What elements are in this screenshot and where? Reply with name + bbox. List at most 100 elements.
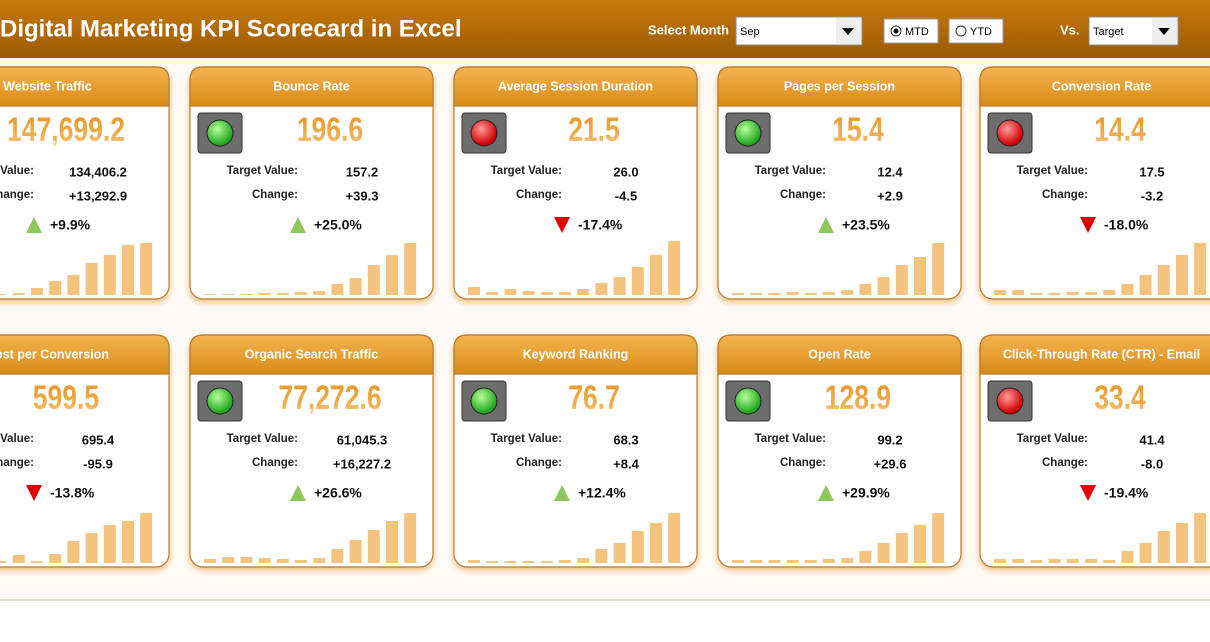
traffic-light bbox=[470, 119, 498, 147]
card-header bbox=[0, 66, 170, 107]
spark-bar bbox=[732, 293, 744, 295]
spark-bar bbox=[804, 293, 817, 295]
spark-bar bbox=[994, 290, 1006, 295]
spark-bar bbox=[1085, 559, 1097, 563]
card-title: Average Session Duration bbox=[498, 79, 653, 93]
target-value: 68.3 bbox=[613, 432, 638, 447]
spark-bar bbox=[1139, 543, 1152, 563]
change-percent: +29.9% bbox=[842, 485, 890, 501]
spark-bar bbox=[276, 293, 289, 295]
change-percent: +12.4% bbox=[578, 485, 626, 501]
kpi-value: 14.4 bbox=[1094, 111, 1146, 149]
target-label: Target Value: bbox=[491, 433, 562, 445]
spark-bar bbox=[349, 540, 362, 563]
spark-bar bbox=[331, 549, 344, 563]
spark-bar bbox=[768, 293, 781, 295]
change-percent: -17.4% bbox=[578, 217, 623, 233]
spark-bar bbox=[914, 525, 926, 563]
spark-bar bbox=[31, 288, 43, 295]
change-percent: -19.4% bbox=[1104, 485, 1149, 501]
target-value: 134,406.2 bbox=[69, 164, 127, 179]
spark-bar bbox=[1085, 292, 1097, 295]
kpi-card: Website Traffic 147,699.2 Target Value: 134… bbox=[0, 66, 170, 303]
spark-bar bbox=[1121, 284, 1134, 295]
change-percent: -18.0% bbox=[1104, 217, 1149, 233]
spark-bar bbox=[1048, 293, 1061, 295]
change-percent: +23.5% bbox=[842, 217, 890, 233]
kpi-value: 196.6 bbox=[297, 111, 363, 149]
vs-dropdown[interactable]: Target bbox=[1088, 16, 1179, 46]
change-label: Change: bbox=[780, 457, 826, 469]
spark-bar bbox=[1176, 255, 1188, 295]
spark-bar bbox=[732, 560, 744, 563]
target-value: 61,045.3 bbox=[337, 432, 388, 447]
spark-bar bbox=[841, 558, 854, 563]
card-header bbox=[717, 334, 962, 375]
spark-bar bbox=[103, 255, 116, 295]
change-value: -95.9 bbox=[83, 456, 113, 471]
spark-bar bbox=[577, 558, 590, 563]
spark-bar bbox=[577, 289, 590, 295]
spark-bar bbox=[404, 243, 417, 295]
card-title: Conversion Rate bbox=[1052, 79, 1151, 93]
spark-bar bbox=[877, 277, 890, 295]
kpi-value: 77,272.6 bbox=[278, 379, 381, 417]
vs-value: Target bbox=[1093, 26, 1124, 38]
change-value: +16,227.2 bbox=[333, 456, 391, 471]
card-header bbox=[979, 66, 1210, 107]
kpi-card: Click-Through Rate (CTR) - Email 33.4 Targ… bbox=[979, 334, 1210, 571]
spark-bar bbox=[1103, 290, 1116, 295]
spark-bar bbox=[31, 561, 43, 563]
traffic-light bbox=[996, 387, 1024, 415]
change-value: +13,292.9 bbox=[69, 188, 127, 203]
spark-bar bbox=[276, 559, 289, 563]
traffic-light bbox=[470, 387, 498, 415]
period-radio[interactable]: YTD bbox=[948, 18, 1004, 44]
spark-bar bbox=[1103, 560, 1116, 563]
target-value: 157.2 bbox=[346, 164, 379, 179]
spark-bar bbox=[258, 558, 271, 563]
card-title: Website Traffic bbox=[3, 79, 92, 93]
spark-bar bbox=[804, 560, 817, 563]
traffic-light bbox=[206, 119, 234, 147]
spark-bar bbox=[1066, 292, 1079, 295]
kpi-value: 128.9 bbox=[825, 379, 891, 417]
spark-bar bbox=[932, 513, 945, 563]
period-radio[interactable]: MTD bbox=[883, 18, 939, 44]
month-dropdown[interactable]: Sep bbox=[735, 16, 863, 46]
target-label: Target Value: bbox=[1017, 433, 1088, 445]
target-label: Target Value: bbox=[0, 165, 34, 177]
trend-down bbox=[1080, 217, 1096, 233]
page-title: Digital Marketing KPI Scorecard in Excel bbox=[0, 15, 461, 42]
kpi-card: Pages per Session 15.4 Target Value: 12.4 Ch… bbox=[717, 66, 962, 303]
spark-bar bbox=[85, 533, 98, 563]
spark-bar bbox=[994, 559, 1006, 563]
trend-up bbox=[290, 217, 306, 233]
change-value: +39.3 bbox=[346, 188, 379, 203]
change-label: Change: bbox=[1042, 457, 1088, 469]
vs-label: Vs. bbox=[1060, 22, 1080, 37]
spark-bar bbox=[895, 265, 908, 295]
spark-bar bbox=[595, 283, 608, 295]
trend-down bbox=[1080, 485, 1096, 501]
spark-bar bbox=[1176, 523, 1188, 563]
spark-bar bbox=[85, 263, 98, 295]
spark-bar bbox=[386, 521, 398, 563]
spark-bar bbox=[331, 284, 344, 295]
spark-bar bbox=[404, 513, 417, 563]
radio-circle bbox=[955, 25, 967, 37]
month-value: Sep bbox=[740, 26, 760, 38]
spark-bar bbox=[932, 243, 945, 295]
spark-bar bbox=[103, 525, 116, 563]
target-value: 41.4 bbox=[1139, 432, 1165, 447]
kpi-value: 33.4 bbox=[1094, 379, 1146, 417]
change-label: Change: bbox=[252, 189, 298, 201]
spark-bar bbox=[313, 558, 326, 563]
spark-bar bbox=[841, 290, 854, 295]
card-title: Organic Search Traffic bbox=[245, 347, 378, 361]
card-header bbox=[717, 66, 962, 107]
kpi-card: Conversion Rate 14.4 Target Value: 17.5 Chan… bbox=[979, 66, 1210, 303]
kpi-card: Cost per Conversion 599.5 Target Value: 695… bbox=[0, 334, 170, 571]
spark-bar bbox=[222, 294, 235, 295]
